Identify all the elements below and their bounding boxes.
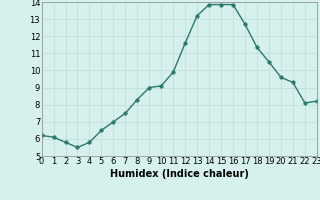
X-axis label: Humidex (Indice chaleur): Humidex (Indice chaleur) [110,169,249,179]
